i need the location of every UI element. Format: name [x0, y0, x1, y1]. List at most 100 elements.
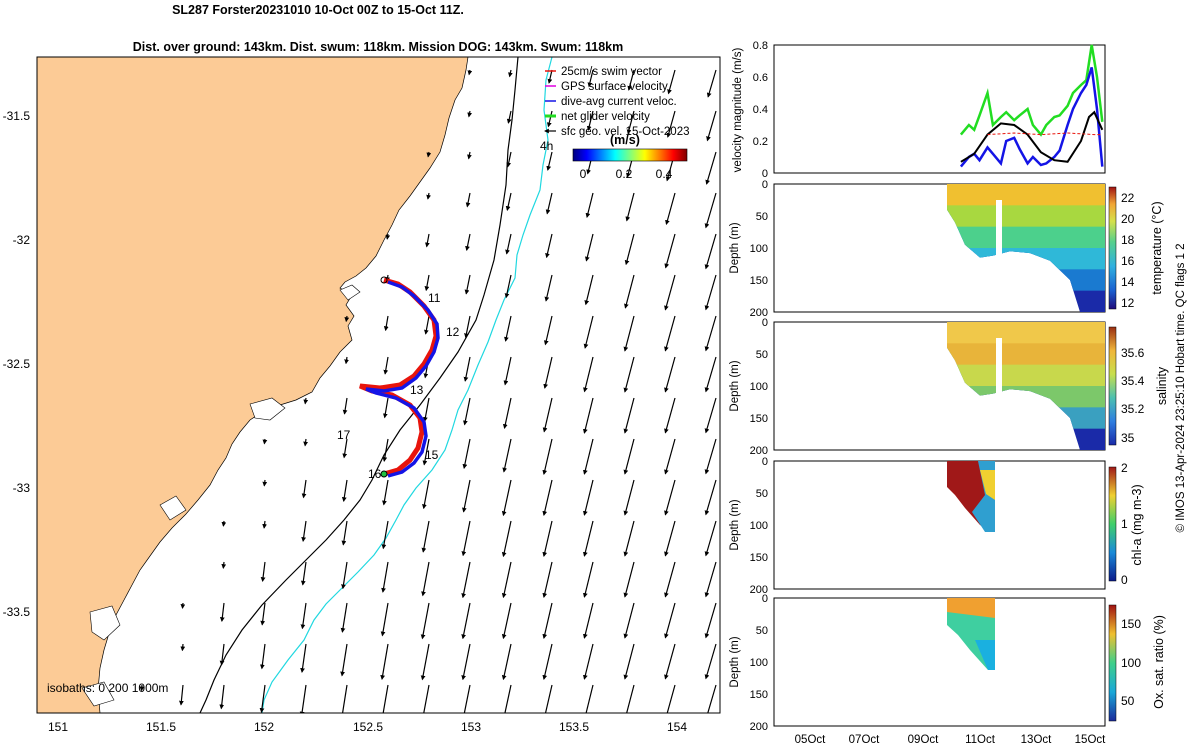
- current-vector: [465, 192, 471, 208]
- current-vector: [623, 479, 635, 516]
- section-band: [947, 322, 1105, 344]
- current-vector: [704, 602, 717, 639]
- current-vector: [303, 438, 308, 447]
- current-vector: [543, 356, 553, 389]
- current-vector: [704, 520, 717, 557]
- temperature-colorbar-ticks: 12 14 16 18 20 22: [1121, 191, 1135, 310]
- current-vector: [626, 110, 635, 135]
- current-vector: [341, 479, 348, 503]
- current-vector: [501, 479, 512, 517]
- speed-colorbar: [572, 148, 688, 162]
- current-vector-field: [139, 69, 717, 713]
- current-vector: [547, 69, 553, 84]
- legend-entry: sfc geo. vel. 15-Oct-2023: [561, 126, 689, 138]
- current-vector: [623, 643, 635, 680]
- velocity-y-tick: 0: [762, 168, 768, 180]
- current-vector: [664, 397, 676, 434]
- current-vector: [664, 520, 676, 557]
- current-vector: [422, 479, 430, 510]
- current-vector: [423, 684, 430, 713]
- salinity-colorbar-tick: 35.4: [1121, 374, 1145, 388]
- depth-tick: 200: [750, 445, 768, 457]
- temperature-label: temperature (°C): [1150, 201, 1164, 294]
- current-vector: [664, 356, 676, 393]
- depth-ylabel: Depth (m): [729, 499, 741, 550]
- current-vector: [300, 602, 307, 630]
- depth-tick: 150: [750, 552, 768, 564]
- current-vector: [704, 643, 717, 680]
- current-vector: [544, 274, 553, 302]
- day-label: 16: [368, 467, 382, 481]
- current-vector: [380, 643, 389, 681]
- current-vector: [504, 274, 512, 299]
- speed-colorbar-tick: 0.2: [616, 167, 633, 181]
- current-vector: [623, 561, 635, 598]
- current-vector: [582, 520, 594, 557]
- track-start-marker: [380, 276, 388, 284]
- oxygen-colorbar: [1108, 604, 1117, 722]
- current-vector: [260, 643, 266, 670]
- current-vector: [545, 233, 553, 259]
- depth-tick: 0: [762, 179, 768, 191]
- legend-entry: 25cm/s swim vector: [561, 66, 662, 78]
- map-y-ticks: -31.5 -32 -32.5 -33 -33.5: [3, 109, 31, 619]
- current-vector: [584, 233, 594, 262]
- current-vector: [385, 233, 391, 240]
- time-x-tick: 11Oct: [965, 734, 996, 746]
- current-vector: [462, 438, 471, 470]
- temperature-colorbar: [1108, 186, 1117, 310]
- current-vector: [179, 684, 184, 706]
- temperature-colorbar-tick: 18: [1121, 233, 1135, 247]
- salinity-colorbar-ticks: 35 35.2 35.4 35.6: [1121, 346, 1145, 445]
- glider-track-blue: [365, 280, 440, 478]
- oxygen-section: [947, 598, 995, 670]
- depth-tick: 0: [762, 317, 768, 329]
- current-vector: [139, 684, 145, 692]
- current-vector: [422, 438, 430, 466]
- current-vector: [262, 438, 268, 445]
- depth-ylabel: Depth (m): [729, 360, 741, 411]
- salinity-section: [947, 322, 1105, 450]
- depth-tick: 200: [750, 584, 768, 596]
- current-vector: [706, 69, 717, 98]
- velocity-y-ticks: 0 0.2 0.4 0.6 0.8: [753, 40, 768, 180]
- depth-tick: 200: [750, 721, 768, 733]
- current-vector: [505, 192, 512, 212]
- current-vector: [504, 315, 512, 342]
- current-vector: [625, 192, 635, 222]
- map-y-tick: -33: [13, 481, 31, 495]
- map-x-ticks: 151 151.5 152 152.5 153 153.5 154: [48, 720, 687, 734]
- current-vector: [219, 602, 225, 623]
- current-vector: [341, 520, 348, 546]
- current-vector: [664, 274, 676, 311]
- current-vector: [582, 397, 594, 434]
- map-estuary: [89, 605, 121, 641]
- current-vector: [464, 315, 471, 339]
- map-y-tick: -31.5: [3, 109, 31, 123]
- speed-colorbar-ticks: 0 0.2 0.4: [580, 167, 673, 181]
- current-vector: [221, 520, 227, 527]
- current-vector: [506, 110, 512, 124]
- current-vector: [664, 233, 676, 269]
- current-vector: [704, 438, 717, 475]
- current-vector: [704, 479, 717, 516]
- section-band: [947, 184, 1105, 206]
- current-vector: [501, 602, 512, 640]
- current-vector: [705, 151, 717, 185]
- oxygen-axes: [773, 597, 1106, 727]
- current-vector: [301, 479, 307, 499]
- current-vector: [462, 479, 471, 513]
- time-x-ticks: 05Oct 07Oct 09Oct 11Oct 13Oct 15Oct: [795, 734, 1106, 746]
- depth-tick: 200: [750, 307, 768, 319]
- current-vector: [504, 684, 512, 713]
- current-vector: [704, 274, 717, 311]
- current-vector: [583, 315, 594, 349]
- current-vector: [502, 438, 512, 473]
- current-vector: [624, 233, 635, 266]
- current-vector: [262, 479, 268, 487]
- current-vector: [508, 69, 513, 78]
- footer-credit: © IMOS 13-Apr-2024 23:25:10 Hobart time.…: [1175, 243, 1187, 532]
- map-x-tick: 154: [667, 720, 687, 734]
- depth-tick: 50: [756, 211, 768, 223]
- current-vector: [623, 438, 635, 475]
